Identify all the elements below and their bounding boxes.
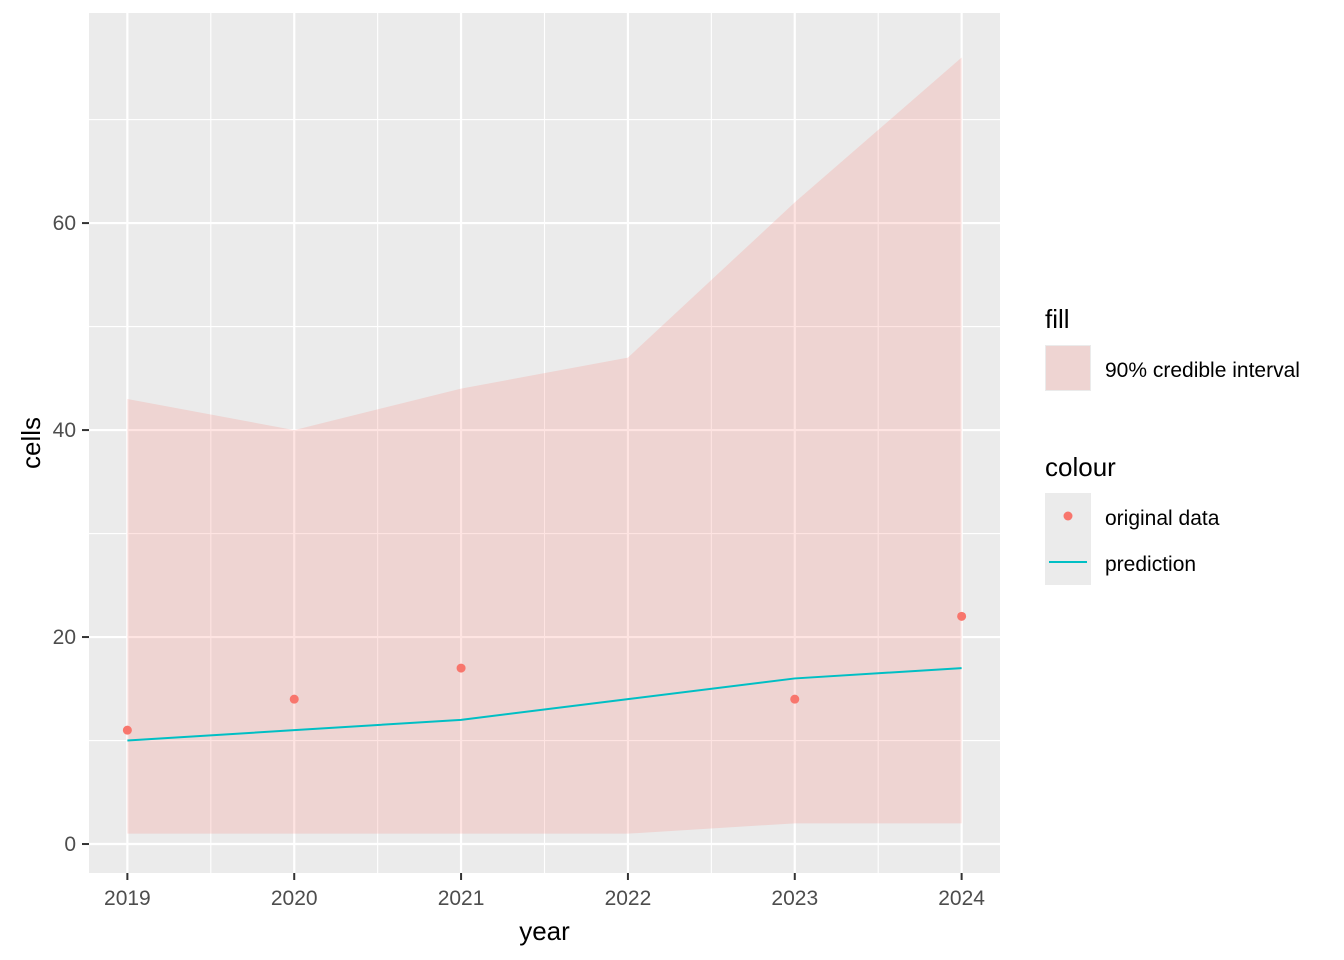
x-tick-label: 2023 [771, 887, 818, 910]
legend-fill-key-bg [1045, 345, 1091, 391]
credible-interval-ribbon [127, 57, 962, 834]
minor-gridlines [89, 13, 1000, 873]
data-point [957, 611, 967, 621]
legend-fill-swatch [1046, 346, 1090, 390]
legend-point-label: original data [1105, 507, 1220, 530]
legend-colour-title: colour [1045, 452, 1116, 482]
major-gridlines [89, 13, 1000, 873]
x-axis-title: year [519, 916, 570, 946]
y-tick-label: 40 [53, 419, 76, 442]
data-point [122, 725, 132, 735]
x-tick-label: 2021 [438, 887, 485, 910]
x-axis: 2019 2020 2021 2022 2023 2024 [104, 873, 985, 910]
prediction-line [127, 667, 962, 742]
legend-fill-title: fill [1045, 304, 1070, 334]
x-tick-label: 2019 [104, 887, 151, 910]
data-point [456, 663, 466, 673]
data-point [790, 694, 800, 704]
x-tick-label: 2022 [605, 887, 652, 910]
x-tick-label: 2024 [938, 887, 985, 910]
x-tick-label: 2020 [271, 887, 318, 910]
y-tick-label: 60 [53, 212, 76, 235]
y-tick-label: 0 [64, 833, 76, 856]
legend-colour-key-bg [1045, 493, 1091, 585]
legend: fill 90% credible interval colour origin… [1045, 304, 1300, 585]
legend-point-key [1063, 511, 1073, 521]
y-axis: 0 20 40 60 [53, 212, 89, 856]
original-data-points [122, 611, 967, 735]
data-point [289, 694, 299, 704]
y-axis-title: cells [16, 417, 46, 469]
legend-fill-label: 90% credible interval [1105, 359, 1300, 382]
y-tick-label: 20 [53, 626, 76, 649]
legend-line-label: prediction [1105, 553, 1196, 576]
